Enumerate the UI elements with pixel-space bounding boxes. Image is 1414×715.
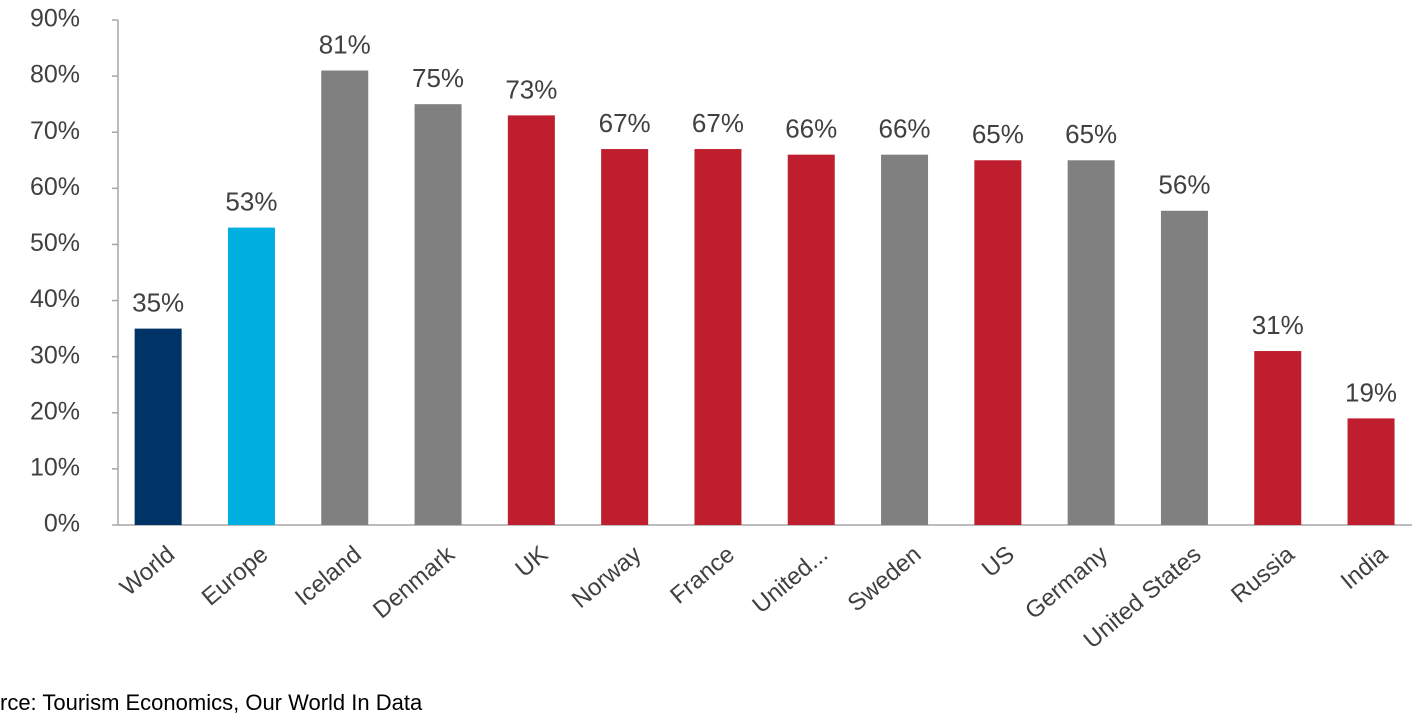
y-tick-label: 40% <box>30 285 80 313</box>
x-tick-label: Europe <box>197 541 274 611</box>
x-tick-label: US <box>977 541 1020 583</box>
x-tick-label: France <box>665 541 740 610</box>
value-label: 66% <box>879 114 931 144</box>
y-tick-label: 70% <box>30 117 80 145</box>
y-tick-label: 10% <box>30 453 80 481</box>
y-tick-label: 90% <box>30 5 80 33</box>
bar <box>881 154 929 525</box>
bar <box>601 149 649 526</box>
bar <box>414 104 462 526</box>
y-tick-label: 80% <box>30 61 80 89</box>
bar <box>227 227 275 525</box>
bar <box>1067 160 1115 525</box>
source-note: rce: Tourism Economics, Our World In Dat… <box>0 690 423 715</box>
bar <box>1347 418 1395 525</box>
value-label: 65% <box>1065 119 1117 149</box>
x-tick-label: United... <box>747 541 833 619</box>
bar <box>974 160 1022 525</box>
y-tick-label: 0% <box>44 510 80 538</box>
x-tick-label: Russia <box>1226 540 1300 608</box>
x-tick-label: Iceland <box>290 541 367 611</box>
x-tick-label: Norway <box>567 541 647 614</box>
bar <box>1160 210 1208 525</box>
value-label: 73% <box>505 74 557 104</box>
bar <box>134 328 182 525</box>
bar <box>694 149 742 526</box>
x-tick-label: Sweden <box>843 541 927 617</box>
value-label: 81% <box>319 29 371 59</box>
x-tick-label: India <box>1336 540 1394 595</box>
value-label: 65% <box>972 119 1024 149</box>
y-tick-label: 30% <box>30 341 80 369</box>
value-label: 56% <box>1158 170 1210 200</box>
y-tick-label: 60% <box>30 173 80 201</box>
x-tick-label: Germany <box>1020 541 1113 625</box>
y-tick-label: 50% <box>30 229 80 257</box>
value-label: 66% <box>785 114 837 144</box>
y-tick-label: 20% <box>30 397 80 425</box>
value-label: 67% <box>599 108 651 138</box>
value-label: 19% <box>1345 377 1397 407</box>
value-label: 53% <box>225 186 277 216</box>
bar <box>507 115 555 525</box>
x-tick-label: UK <box>510 541 553 583</box>
x-tick-label: Denmark <box>368 540 461 624</box>
bar <box>321 70 369 525</box>
value-label: 35% <box>132 287 184 317</box>
bar <box>787 154 835 525</box>
x-tick-label: World <box>115 541 180 602</box>
value-label: 31% <box>1252 310 1304 340</box>
value-label: 67% <box>692 108 744 138</box>
bar <box>1254 351 1302 525</box>
value-label: 75% <box>412 63 464 93</box>
